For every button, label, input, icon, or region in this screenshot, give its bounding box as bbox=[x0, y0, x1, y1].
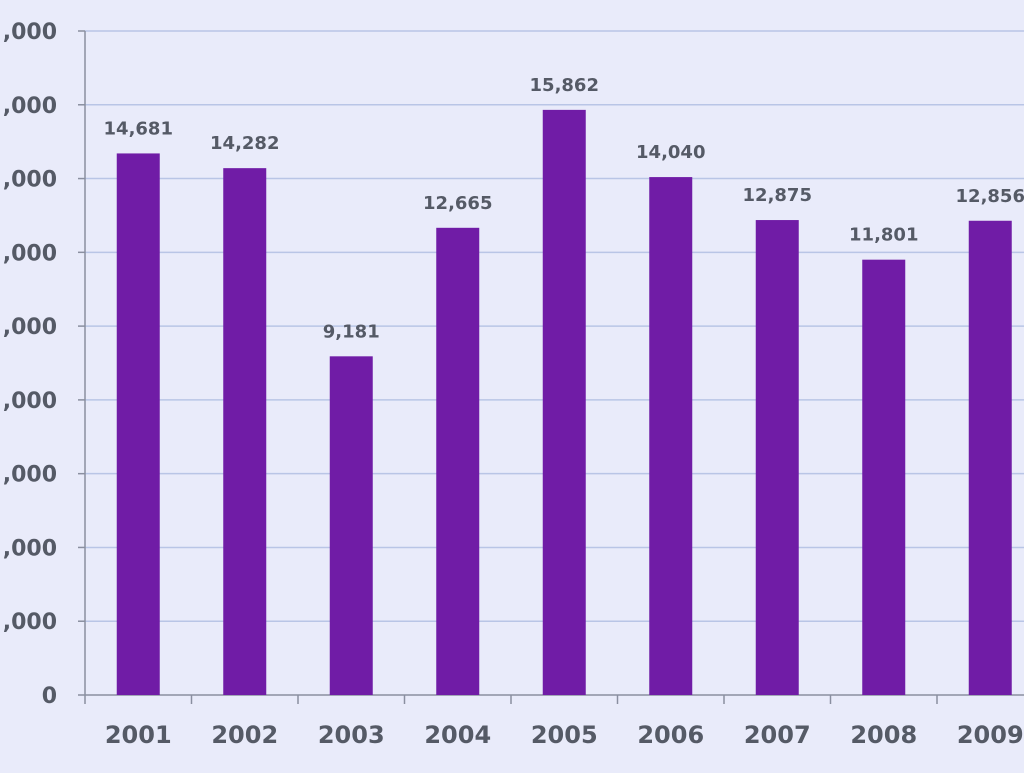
x-tick-label-2001: 2001 bbox=[105, 721, 172, 749]
data-label-2009: 12,856 bbox=[956, 186, 1024, 207]
bar-2004 bbox=[436, 227, 480, 695]
bar-2009 bbox=[968, 220, 1012, 695]
y-tick-label: ,000 bbox=[3, 610, 57, 635]
bars bbox=[116, 109, 1012, 696]
data-label-2006: 14,040 bbox=[636, 142, 705, 163]
x-tick-label-2005: 2005 bbox=[531, 721, 598, 749]
y-tick-label: ,000 bbox=[3, 536, 57, 561]
y-tick-label: ,000 bbox=[3, 241, 57, 266]
x-tick-label-2004: 2004 bbox=[424, 721, 491, 749]
bar-2007 bbox=[755, 220, 799, 696]
data-label-2001: 14,681 bbox=[104, 118, 173, 139]
y-tick-label: ,000 bbox=[3, 315, 57, 340]
x-tick-labels: 2001 2002 2003 2004 2005 2006 2007 2008 2009 bbox=[105, 721, 1024, 749]
y-tick-label: ,000 bbox=[3, 168, 57, 193]
data-label-2002: 14,282 bbox=[210, 133, 279, 154]
y-tick-label: ,000 bbox=[3, 20, 57, 45]
data-label-2008: 11,801 bbox=[849, 225, 918, 246]
x-tick-label-2003: 2003 bbox=[318, 721, 385, 749]
x-tick-label-2002: 2002 bbox=[211, 721, 278, 749]
data-labels: 14,681 14,282 9,181 12,665 15,862 14,040 12,87… bbox=[104, 75, 1024, 342]
y-tick-label: ,000 bbox=[3, 463, 57, 488]
data-label-2004: 12,665 bbox=[423, 193, 492, 214]
data-label-2003: 9,181 bbox=[323, 321, 380, 342]
bar-2006 bbox=[649, 177, 693, 695]
bar-2001 bbox=[116, 153, 160, 696]
y-tick-labels: 0 ,000 ,000 ,000 ,000 ,000 ,000 ,000 ,000 ,000 bbox=[3, 20, 57, 709]
x-tick-label-2009: 2009 bbox=[957, 721, 1024, 749]
y-tick-label: ,000 bbox=[3, 389, 57, 414]
x-tick-label-2008: 2008 bbox=[850, 721, 917, 749]
bar-2003 bbox=[329, 356, 373, 695]
y-tick-label: 0 bbox=[42, 684, 57, 709]
bar-2008 bbox=[862, 259, 906, 695]
data-label-2005: 15,862 bbox=[530, 75, 599, 96]
bar-2005 bbox=[542, 109, 586, 695]
y-tick-label: ,000 bbox=[3, 94, 57, 119]
data-label-2007: 12,875 bbox=[743, 185, 812, 206]
x-tick-label-2007: 2007 bbox=[744, 721, 811, 749]
x-tick-label-2006: 2006 bbox=[637, 721, 704, 749]
bar-2002 bbox=[223, 168, 267, 695]
